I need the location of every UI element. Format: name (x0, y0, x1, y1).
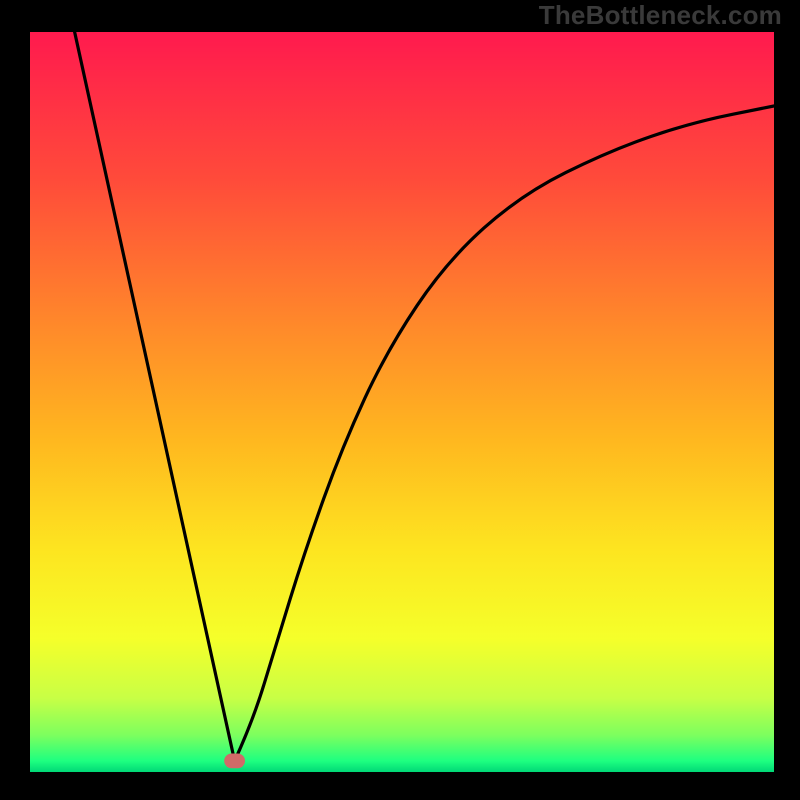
bottleneck-chart (30, 32, 774, 772)
watermark-text: TheBottleneck.com (539, 0, 782, 31)
chart-container: TheBottleneck.com (0, 0, 800, 800)
plot-area (30, 32, 774, 772)
gradient-background (30, 32, 774, 772)
minimum-marker (224, 754, 245, 769)
